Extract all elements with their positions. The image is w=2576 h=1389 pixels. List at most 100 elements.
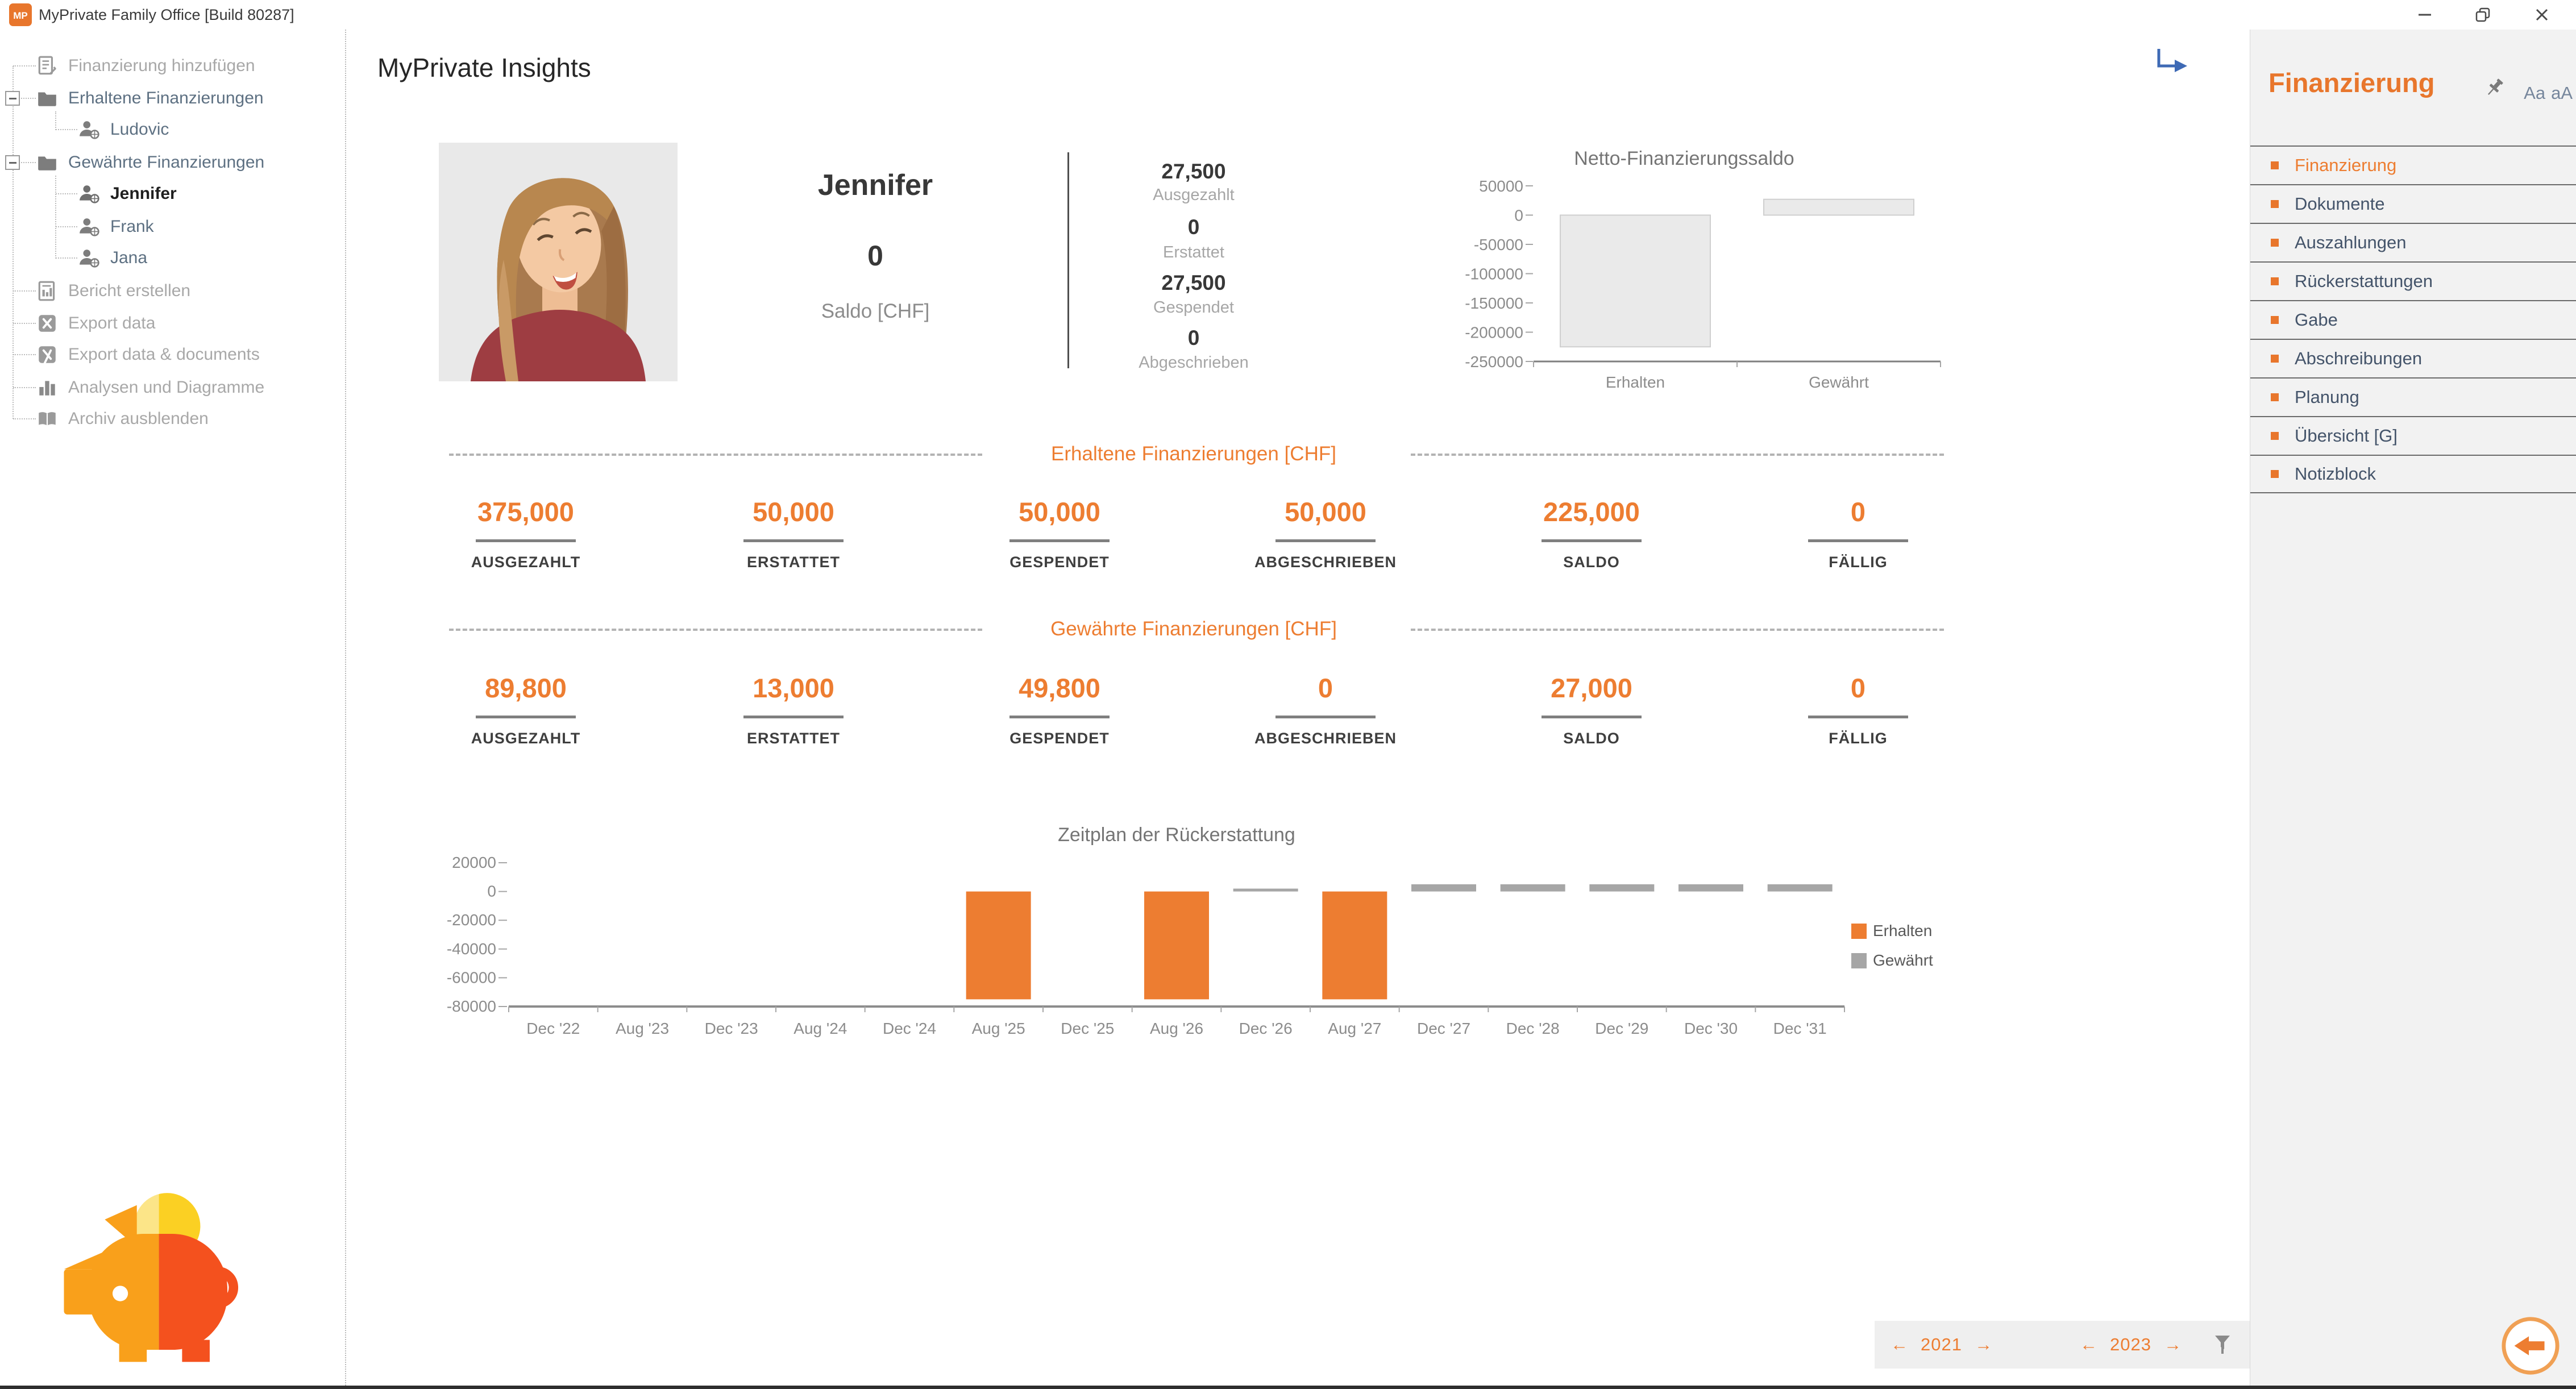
svg-text:Erhalten: Erhalten bbox=[1606, 373, 1665, 391]
metric-received-ausgezahlt: 375,000 AUSGEZAHLT bbox=[471, 497, 581, 571]
svg-text:Dec '31: Dec '31 bbox=[1773, 1020, 1827, 1037]
stat-label: Erstattet bbox=[1163, 243, 1224, 261]
folder-icon bbox=[38, 92, 56, 106]
bullet-icon bbox=[2271, 355, 2279, 363]
nav-label: Erhaltene Finanzierungen bbox=[68, 89, 264, 107]
svg-text:MP: MP bbox=[13, 10, 28, 21]
nav-item-ludovic[interactable]: Ludovic bbox=[0, 114, 341, 145]
nav-item-jennifer[interactable]: Jennifer bbox=[0, 178, 341, 210]
svg-text:-250000: -250000 bbox=[1465, 353, 1523, 371]
nav-item-jana[interactable]: Jana bbox=[0, 242, 341, 274]
svg-text:Dec '25: Dec '25 bbox=[1061, 1020, 1114, 1037]
stat-value: 27,500 bbox=[1161, 160, 1226, 183]
archive-book-icon bbox=[39, 412, 56, 426]
nav-label: Export data & documents bbox=[68, 345, 260, 364]
metric-granted-saldo: 27,000 SALDO bbox=[1506, 675, 1677, 747]
nav-item-frank[interactable]: Frank bbox=[0, 211, 341, 243]
metric-received-abgeschrieben: 50,000 ABGESCHRIEBEN bbox=[1254, 497, 1397, 571]
bullet-icon bbox=[2271, 432, 2279, 440]
collapse-toggle-granted[interactable] bbox=[5, 155, 20, 170]
minimize-icon bbox=[2419, 14, 2431, 16]
sidebar-item-auszahlungen[interactable]: Auszahlungen bbox=[2250, 223, 2576, 261]
sidebar-item-gabe[interactable]: Gabe bbox=[2250, 300, 2576, 339]
nav-item-export-data[interactable]: Export data bbox=[0, 307, 341, 339]
metric-granted-gespendet: 49,800 GESPENDET bbox=[1009, 673, 1110, 747]
svg-text:-150000: -150000 bbox=[1465, 294, 1523, 312]
sidebar-item-abschreibungen[interactable]: Abschreibungen bbox=[2250, 339, 2576, 377]
metric-granted-abgeschrieben: 0 ABGESCHRIEBEN bbox=[1254, 673, 1397, 747]
nav-item-received-financings[interactable]: Erhaltene Finanzierungen bbox=[0, 82, 341, 114]
svg-text:0: 0 bbox=[487, 883, 496, 900]
nav-label: Bericht erstellen bbox=[68, 281, 191, 300]
nav-label: Export data bbox=[68, 314, 156, 332]
sidebar-item-rueckerstattungen[interactable]: Rückerstattungen bbox=[2250, 261, 2576, 300]
svg-text:Dec '29: Dec '29 bbox=[1595, 1020, 1648, 1037]
nav-item-export-data-documents[interactable]: Export data & documents bbox=[0, 339, 341, 371]
svg-text:Dec '23: Dec '23 bbox=[705, 1020, 758, 1037]
nav-item-create-report[interactable]: Bericht erstellen bbox=[0, 275, 341, 307]
nav-label: Archiv ausblenden bbox=[68, 409, 209, 428]
nav-item-add-financing[interactable]: Finanzierung hinzufügen bbox=[0, 50, 341, 82]
nav-label: Ludovic bbox=[110, 120, 169, 139]
section-title-granted: Gewährte Finanzierungen [CHF] bbox=[1050, 618, 1337, 640]
svg-text:Zeitplan der Rückerstattung: Zeitplan der Rückerstattung bbox=[1058, 824, 1295, 846]
svg-text:Dec '26: Dec '26 bbox=[1239, 1020, 1293, 1037]
sidebar-item-notizblock[interactable]: Notizblock bbox=[2250, 455, 2576, 493]
year-right-prev-button[interactable]: ← bbox=[2079, 1334, 2097, 1354]
left-navigation-tree bbox=[0, 30, 346, 1389]
nav-item-granted-financings[interactable]: Gewährte Finanzierungen bbox=[0, 147, 341, 178]
stat-value: 0 bbox=[1187, 326, 1200, 350]
close-button[interactable] bbox=[2517, 0, 2567, 30]
stat-label: Abgeschrieben bbox=[1139, 354, 1249, 372]
stat-label: Ausgezahlt bbox=[1153, 186, 1235, 204]
svg-text:Aug '25: Aug '25 bbox=[972, 1020, 1025, 1037]
excel-icon bbox=[39, 315, 56, 332]
back-button[interactable] bbox=[2500, 1315, 2561, 1376]
person-icon bbox=[80, 249, 99, 268]
app-logo-icon: MP bbox=[9, 3, 32, 26]
font-size-controls: Aa aA bbox=[2524, 83, 2573, 103]
svg-text:Dec '30: Dec '30 bbox=[1684, 1020, 1738, 1037]
collapse-toggle-received[interactable] bbox=[5, 91, 20, 106]
sidebar-item-finanzierung[interactable]: Finanzierung bbox=[2250, 145, 2576, 184]
profile-balance-label: Saldo [CHF] bbox=[821, 300, 930, 322]
close-icon bbox=[2536, 9, 2548, 21]
bullet-icon bbox=[2271, 470, 2279, 478]
font-larger-button[interactable]: aA bbox=[2551, 83, 2573, 103]
minimize-button[interactable] bbox=[2400, 0, 2450, 30]
sidebar-title: Finanzierung bbox=[2268, 68, 2435, 98]
svg-text:-100000: -100000 bbox=[1465, 265, 1523, 283]
sidebar-item-uebersicht[interactable]: Übersicht [G] bbox=[2250, 416, 2576, 455]
repayment-schedule-chart: Zeitplan der Rückerstattung 20000 0 -20000 -… bbox=[447, 824, 1933, 1037]
metric-received-saldo: 225,000 SALDO bbox=[1506, 498, 1677, 571]
sidebar-item-dokumente[interactable]: Dokumente bbox=[2250, 184, 2576, 223]
nav-item-analyses-charts[interactable]: Analysen und Diagramme bbox=[0, 372, 341, 404]
svg-text:Dec '28: Dec '28 bbox=[1506, 1020, 1560, 1037]
back-arrow-icon bbox=[2514, 1336, 2545, 1355]
metric-received-erstattet: 50,000 ERSTATTET bbox=[708, 498, 879, 571]
svg-text:Netto-Finanzierungssaldo: Netto-Finanzierungssaldo bbox=[1574, 148, 1794, 169]
sidebar-item-planung[interactable]: Planung bbox=[2250, 377, 2576, 416]
nav-item-hide-archive[interactable]: Archiv ausblenden bbox=[0, 403, 341, 435]
profile-divider bbox=[1067, 152, 1069, 368]
nav-label: Jana bbox=[110, 248, 148, 267]
piggy-bank-logo bbox=[64, 1193, 239, 1362]
svg-text:-40000: -40000 bbox=[447, 940, 496, 958]
year-left-next-button[interactable]: → bbox=[1974, 1334, 1992, 1354]
bullet-icon bbox=[2271, 239, 2279, 247]
year-right-next-button[interactable]: → bbox=[2163, 1334, 2182, 1354]
redirect-arrow-button[interactable] bbox=[2153, 45, 2189, 77]
stat-value: 0 bbox=[1187, 215, 1200, 239]
person-icon bbox=[80, 218, 99, 236]
filter-icon[interactable] bbox=[2213, 1334, 2232, 1355]
nav-label: Finanzierung hinzufügen bbox=[68, 56, 255, 75]
restore-button[interactable] bbox=[2458, 0, 2508, 30]
font-smaller-button[interactable]: Aa bbox=[2524, 83, 2546, 103]
year-left-prev-button[interactable]: ← bbox=[1891, 1334, 1908, 1354]
svg-text:-50000: -50000 bbox=[1474, 236, 1523, 253]
nav-separator bbox=[345, 30, 346, 1386]
restore-icon bbox=[2475, 7, 2490, 22]
sidebar-menu: Finanzierung Dokumente Auszahlungen Rück… bbox=[2250, 145, 2576, 493]
nav-label: Analysen und Diagramme bbox=[68, 378, 265, 397]
pin-icon[interactable] bbox=[2482, 76, 2506, 100]
